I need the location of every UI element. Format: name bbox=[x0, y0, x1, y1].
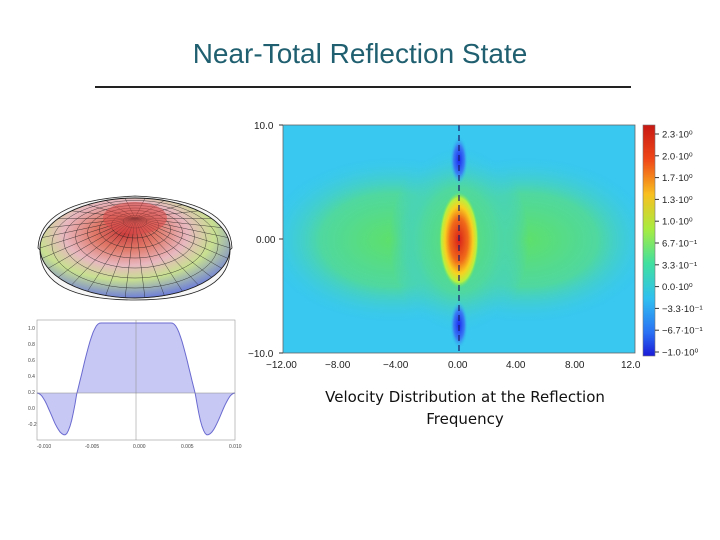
mode-y-tick: 0.8 bbox=[28, 342, 35, 348]
caption-line: Velocity Distribution at the Reflection bbox=[325, 388, 605, 406]
mode-y-tick: 0.4 bbox=[28, 374, 35, 380]
mode-y-tick: 0.6 bbox=[28, 358, 35, 364]
colorbar-label: 3.3·10⁻¹ bbox=[662, 260, 697, 271]
field-y-tick: 0.00 bbox=[256, 235, 276, 246]
mode-x-tick: -0.010 bbox=[37, 444, 51, 450]
colorbar-label: −6.7·10⁻¹ bbox=[662, 326, 703, 337]
colorbar-label: 2.3·10⁰ bbox=[662, 130, 693, 141]
mode-shape-plot: 1.0 0.8 0.6 0.4 0.2 0.0 -0.2 -0.010 -0.005 0.000… bbox=[28, 319, 242, 450]
field-x-tick: 0.00 bbox=[448, 360, 468, 371]
field-x-tick: 12.0 bbox=[621, 360, 641, 371]
mode-y-tick: 0.2 bbox=[28, 390, 35, 396]
field-x-tick: 4.00 bbox=[506, 360, 526, 371]
colorbar-label: 1.0·10⁰ bbox=[662, 217, 693, 228]
mode-x-tick: 0.010 bbox=[229, 444, 242, 450]
colorbar: 2.3·10⁰ 2.0·10⁰ 1.7·10⁰ 1.3·10⁰ 1.0·10⁰ 6.7·1… bbox=[642, 124, 703, 359]
colorbar-label: 1.7·10⁰ bbox=[662, 173, 693, 184]
figure-caption: Velocity Distribution at the Reflection … bbox=[315, 386, 615, 430]
colorbar-label: 2.0·10⁰ bbox=[662, 151, 693, 162]
mode-y-tick: 0.0 bbox=[28, 406, 35, 412]
colorbar-label: −3.3·10⁻¹ bbox=[662, 304, 703, 315]
field-x-tick: 8.00 bbox=[565, 360, 585, 371]
velocity-field-plot: 10.0 0.00 −10.0 −12.00 −8.00 −4.00 0.00 … bbox=[248, 121, 641, 371]
mode-y-tick: -0.2 bbox=[28, 422, 37, 428]
colorbar-label: 0.0·10⁰ bbox=[662, 282, 693, 293]
surface-3d-plot bbox=[37, 195, 233, 301]
colorbar-label: −1.0·10⁰ bbox=[662, 348, 698, 359]
field-x-tick: −8.00 bbox=[325, 360, 351, 371]
mode-x-tick: -0.005 bbox=[85, 444, 99, 450]
field-y-tick: −10.0 bbox=[248, 349, 274, 360]
field-x-tick: −4.00 bbox=[383, 360, 409, 371]
mode-y-tick: 1.0 bbox=[28, 326, 35, 332]
caption-line: Frequency bbox=[426, 410, 504, 428]
title-divider bbox=[95, 86, 631, 88]
mode-x-tick: 0.000 bbox=[133, 444, 146, 450]
field-y-tick: 10.0 bbox=[254, 121, 274, 132]
colorbar-label: 1.3·10⁰ bbox=[662, 195, 693, 206]
colorbar-label: 6.7·10⁻¹ bbox=[662, 239, 697, 250]
mode-x-tick: 0.005 bbox=[181, 444, 194, 450]
slide-title: Near-Total Reflection State bbox=[192, 38, 528, 69]
field-x-tick: −12.00 bbox=[266, 360, 297, 371]
